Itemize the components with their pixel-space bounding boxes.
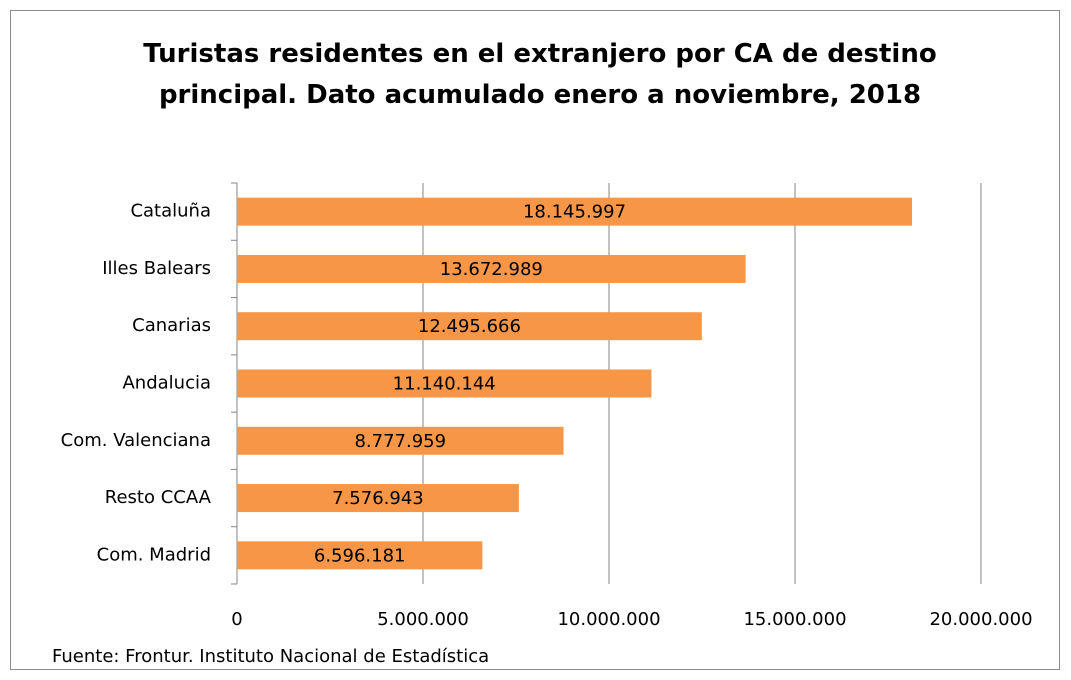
y-tick-label: Com. Madrid — [97, 544, 211, 565]
bar — [237, 312, 702, 341]
y-tick-label: Com. Valenciana — [61, 430, 211, 451]
bar — [237, 541, 483, 570]
value-label: 7.576.943 — [332, 488, 424, 509]
y-tick-label: Canarias — [132, 315, 211, 336]
value-label: 18.145.997 — [523, 202, 626, 223]
chart-frame — [10, 10, 1060, 670]
value-label: 13.672.989 — [440, 259, 543, 280]
x-tick-label: 0 — [231, 609, 242, 630]
value-label: 11.140.144 — [393, 374, 496, 395]
x-tick-label: 10.000.000 — [557, 609, 660, 630]
source-note: Fuente: Frontur. Instituto Nacional de E… — [52, 646, 490, 667]
y-tick-label: Andalucia — [122, 373, 211, 394]
x-tick-label: 5.000.000 — [377, 609, 469, 630]
bar — [237, 197, 913, 226]
bar — [237, 254, 746, 283]
y-tick-label: Illes Balears — [102, 258, 211, 279]
value-label: 8.777.959 — [354, 431, 446, 452]
value-label: 6.596.181 — [314, 545, 406, 566]
y-tick-label: Cataluña — [130, 201, 211, 222]
bar — [237, 369, 652, 398]
bar — [237, 484, 519, 513]
chart-title: Turistas residentes en el extranjero por… — [143, 39, 937, 110]
value-label: 12.495.666 — [418, 316, 521, 337]
x-tick-label: 15.000.000 — [743, 609, 846, 630]
y-tick-label: Resto CCAA — [105, 487, 212, 508]
x-tick-label: 20.000.000 — [929, 609, 1032, 630]
bar — [237, 426, 564, 455]
